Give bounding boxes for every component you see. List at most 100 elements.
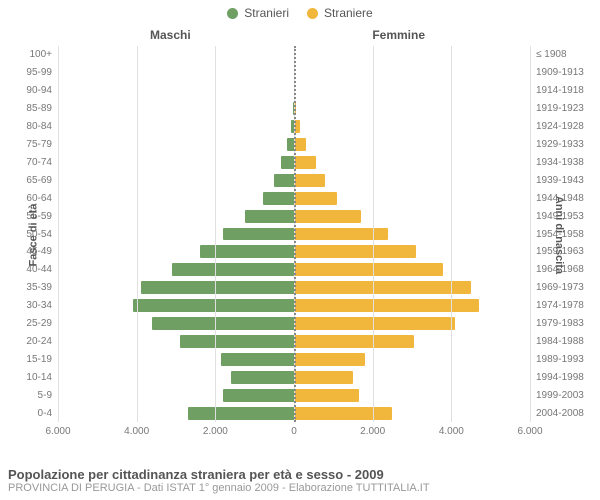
- birth-year-label: 1979-1983: [530, 318, 584, 329]
- bar-male: [231, 371, 294, 384]
- age-label: 90-94: [26, 85, 58, 96]
- legend: Stranieri Straniere: [0, 0, 600, 20]
- age-label: 65-69: [26, 175, 58, 186]
- birth-year-label: 1954-1958: [530, 229, 584, 240]
- birth-year-label: 1929-1933: [530, 139, 584, 150]
- legend-item-female: Straniere: [307, 6, 373, 20]
- center-line: [294, 46, 296, 422]
- birth-year-label: 1909-1913: [530, 67, 584, 78]
- age-label: 55-59: [26, 211, 58, 222]
- x-tick: 6.000: [517, 426, 542, 437]
- bar-male: [274, 174, 294, 187]
- age-label: 30-34: [26, 300, 58, 311]
- bar-male: [180, 335, 294, 348]
- bar-female: [294, 335, 414, 348]
- column-header-right: Femmine: [372, 28, 425, 42]
- age-label: 15-19: [26, 354, 58, 365]
- bar-female: [294, 210, 361, 223]
- bar-male: [287, 138, 294, 151]
- age-label: 50-54: [26, 229, 58, 240]
- age-label: 35-39: [26, 282, 58, 293]
- bar-male: [188, 407, 294, 420]
- bar-male: [263, 192, 294, 205]
- birth-year-label: 2004-2008: [530, 408, 584, 419]
- birth-year-label: 1989-1993: [530, 354, 584, 365]
- age-label: 45-49: [26, 246, 58, 257]
- gridline: [215, 46, 216, 422]
- gridline: [530, 46, 531, 422]
- bar-male: [200, 245, 294, 258]
- birth-year-label: 1944-1948: [530, 193, 584, 204]
- birth-year-label: 1999-2003: [530, 390, 584, 401]
- bar-male: [223, 389, 294, 402]
- chart-area: Maschi Femmine Fasce di età Anni di nasc…: [0, 20, 600, 450]
- age-label: 10-14: [26, 372, 58, 383]
- bar-female: [294, 156, 316, 169]
- birth-year-label: 1959-1963: [530, 246, 584, 257]
- bar-male: [152, 317, 294, 330]
- bar-female: [294, 228, 388, 241]
- age-label: 40-44: [26, 264, 58, 275]
- birth-year-label: 1984-1988: [530, 336, 584, 347]
- bar-female: [294, 245, 416, 258]
- birth-year-label: 1934-1938: [530, 157, 584, 168]
- bar-male: [245, 210, 294, 223]
- bar-female: [294, 174, 325, 187]
- age-label: 100+: [29, 49, 58, 60]
- birth-year-label: 1949-1953: [530, 211, 584, 222]
- legend-item-male: Stranieri: [227, 6, 289, 20]
- bar-female: [294, 263, 443, 276]
- bar-male: [221, 353, 294, 366]
- x-tick: 6.000: [45, 426, 70, 437]
- age-label: 0-4: [38, 408, 58, 419]
- birth-year-label: 1964-1968: [530, 264, 584, 275]
- footer-subtitle: PROVINCIA DI PERUGIA - Dati ISTAT 1° gen…: [8, 482, 592, 494]
- x-tick: 2.000: [360, 426, 385, 437]
- gridline: [58, 46, 59, 422]
- bar-male: [141, 281, 294, 294]
- plot: 100+≤ 190895-991909-191390-941914-191885…: [58, 46, 530, 422]
- x-tick: 4.000: [124, 426, 149, 437]
- bar-female: [294, 371, 353, 384]
- footer-title: Popolazione per cittadinanza straniera p…: [8, 467, 592, 482]
- birth-year-label: 1914-1918: [530, 85, 584, 96]
- bar-female: [294, 281, 471, 294]
- gridline: [373, 46, 374, 422]
- age-label: 20-24: [26, 336, 58, 347]
- birth-year-label: 1919-1923: [530, 103, 584, 114]
- bar-female: [294, 353, 365, 366]
- column-header-left: Maschi: [150, 28, 191, 42]
- bar-female: [294, 192, 337, 205]
- legend-label-male: Stranieri: [244, 6, 289, 20]
- gridline: [451, 46, 452, 422]
- age-label: 70-74: [26, 157, 58, 168]
- age-label: 80-84: [26, 121, 58, 132]
- bar-male: [172, 263, 294, 276]
- birth-year-label: 1994-1998: [530, 372, 584, 383]
- age-label: 60-64: [26, 193, 58, 204]
- legend-label-female: Straniere: [324, 6, 373, 20]
- bar-female: [294, 317, 455, 330]
- birth-year-label: 1924-1928: [530, 121, 584, 132]
- x-tick: 2.000: [203, 426, 228, 437]
- age-label: 95-99: [26, 67, 58, 78]
- x-tick: 4.000: [439, 426, 464, 437]
- age-label: 5-9: [38, 390, 58, 401]
- age-label: 25-29: [26, 318, 58, 329]
- birth-year-label: 1969-1973: [530, 282, 584, 293]
- age-label: 75-79: [26, 139, 58, 150]
- bar-female: [294, 407, 392, 420]
- x-axis: 6.0004.0002.00002.0004.0006.000: [58, 426, 530, 440]
- bar-male: [223, 228, 294, 241]
- bar-male: [133, 299, 294, 312]
- birth-year-label: 1974-1978: [530, 300, 584, 311]
- gridline: [137, 46, 138, 422]
- bar-male: [281, 156, 294, 169]
- bar-female: [294, 389, 359, 402]
- x-tick: 0: [291, 426, 297, 437]
- birth-year-label: ≤ 1908: [530, 49, 567, 60]
- legend-swatch-female: [307, 8, 318, 19]
- birth-year-label: 1939-1943: [530, 175, 584, 186]
- legend-swatch-male: [227, 8, 238, 19]
- footer: Popolazione per cittadinanza straniera p…: [8, 467, 592, 494]
